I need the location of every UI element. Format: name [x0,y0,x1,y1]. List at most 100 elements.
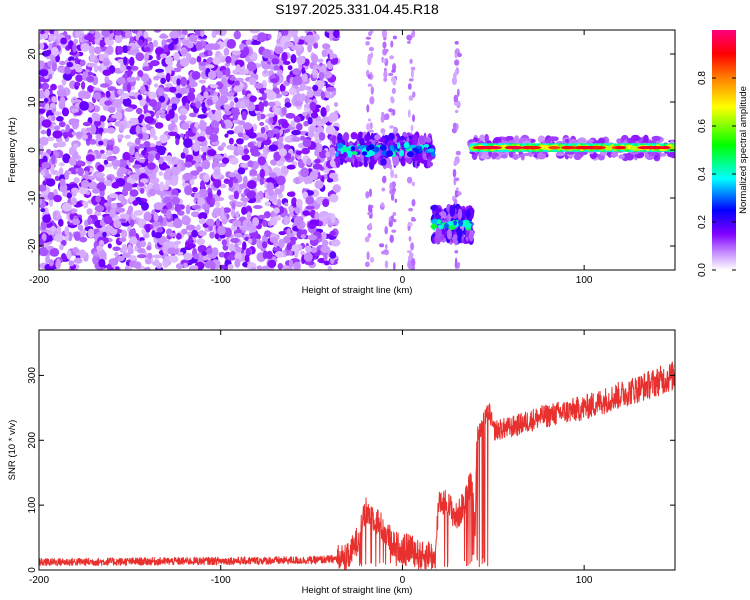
heatmap-cell [457,208,463,220]
heatmap-cell [137,94,143,101]
heatmap-cell [58,162,65,167]
heatmap-cell [238,183,245,190]
heatmap-cell [118,158,127,169]
heatmap-cell [410,69,414,78]
heatmap-cell [153,202,164,211]
heatmap-cell [191,265,199,270]
heatmap-cell [95,172,106,178]
heatmap-cell [226,254,235,261]
heatmap-cell [86,208,93,215]
heatmap-cell [161,101,167,110]
heatmap-cell [122,97,132,107]
heatmap-cell [158,95,166,103]
heatmap-cell [166,202,173,210]
heatmap-cell [241,110,247,121]
heatmap-cell [373,146,380,153]
heatmap-cell [132,200,139,206]
heatmap-cell [46,128,52,137]
heatmap-cell [277,198,282,208]
heatmap-y-tick-label: 10 [27,96,38,108]
heatmap-cell [505,135,514,141]
heatmap-cell [228,137,234,145]
snr-series-line [39,361,675,570]
snr-y-axis-label: SNR (10 * v/v) [7,420,18,481]
heatmap-cell [389,182,393,191]
heatmap-cell [330,213,336,224]
heatmap-cell [119,65,127,72]
heatmap-cell [281,30,289,36]
heatmap-cell [109,267,114,270]
heatmap-cell [259,121,265,126]
heatmap-cell [51,96,58,103]
heatmap-cell [139,178,149,184]
heatmap-cell [243,46,250,56]
heatmap-cell [158,171,164,177]
heatmap-cell [61,107,70,117]
heatmap-cell [256,265,263,270]
heatmap-cell [288,250,294,256]
heatmap-cell [336,142,344,149]
heatmap-cell [615,146,627,150]
heatmap-cell [322,43,331,50]
heatmap-cell [171,102,178,111]
heatmap-cell [218,251,226,258]
heatmap-cell [456,228,463,239]
heatmap-cell [215,200,221,209]
heatmap-cell [183,252,193,261]
heatmap-cell [94,113,101,122]
heatmap-cell [225,120,234,129]
heatmap-cell [329,251,337,259]
heatmap-cell [304,34,315,44]
heatmap-cell [523,152,532,156]
heatmap-cell [58,218,64,227]
heatmap-cell [295,198,303,208]
heatmap-cell [408,236,412,242]
heatmap-cell [406,34,412,41]
heatmap-cell [229,157,239,165]
heatmap-cell [221,77,227,85]
heatmap-cell [79,59,86,66]
heatmap-cell [273,107,281,116]
heatmap-cell [155,152,161,161]
heatmap-cell [156,87,165,96]
heatmap-cell [390,96,394,102]
heatmap-cell [169,232,177,237]
heatmap-cell [368,46,374,52]
heatmap-cell [174,205,182,212]
heatmap-cell [57,84,64,90]
heatmap-cell [59,178,66,187]
heatmap-cell [147,162,157,170]
heatmap-cell [54,151,60,159]
heatmap-cell [279,83,286,93]
heatmap-cell [285,112,296,119]
heatmap-cell [236,138,244,145]
heatmap-cell [243,148,249,155]
heatmap-cell [284,135,295,143]
heatmap-cell [408,144,417,148]
heatmap-cell [618,154,625,159]
heatmap-cell [168,241,175,247]
heatmap-cell [121,229,128,239]
heatmap-cell [64,34,72,40]
heatmap-cell [391,76,396,83]
heatmap-cell [119,237,127,242]
heatmap-cell [197,136,206,142]
heatmap-cell [365,41,370,46]
heatmap-cell [369,129,374,133]
heatmap-cell [393,262,396,270]
heatmap-cell [293,115,302,123]
heatmap-cell [160,77,167,85]
heatmap-cell [272,247,283,252]
heatmap-cell [326,178,334,183]
heatmap-cell [157,145,166,156]
heatmap-cell [457,191,462,196]
heatmap-cell [122,182,133,192]
heatmap-cell [106,144,114,152]
heatmap-cell [270,78,278,83]
heatmap-cell [408,255,412,262]
heatmap-cell [117,59,125,64]
heatmap-cell [48,33,55,42]
heatmap-cell [237,167,246,175]
heatmap-cell [39,144,44,152]
heatmap-cell [259,177,266,185]
